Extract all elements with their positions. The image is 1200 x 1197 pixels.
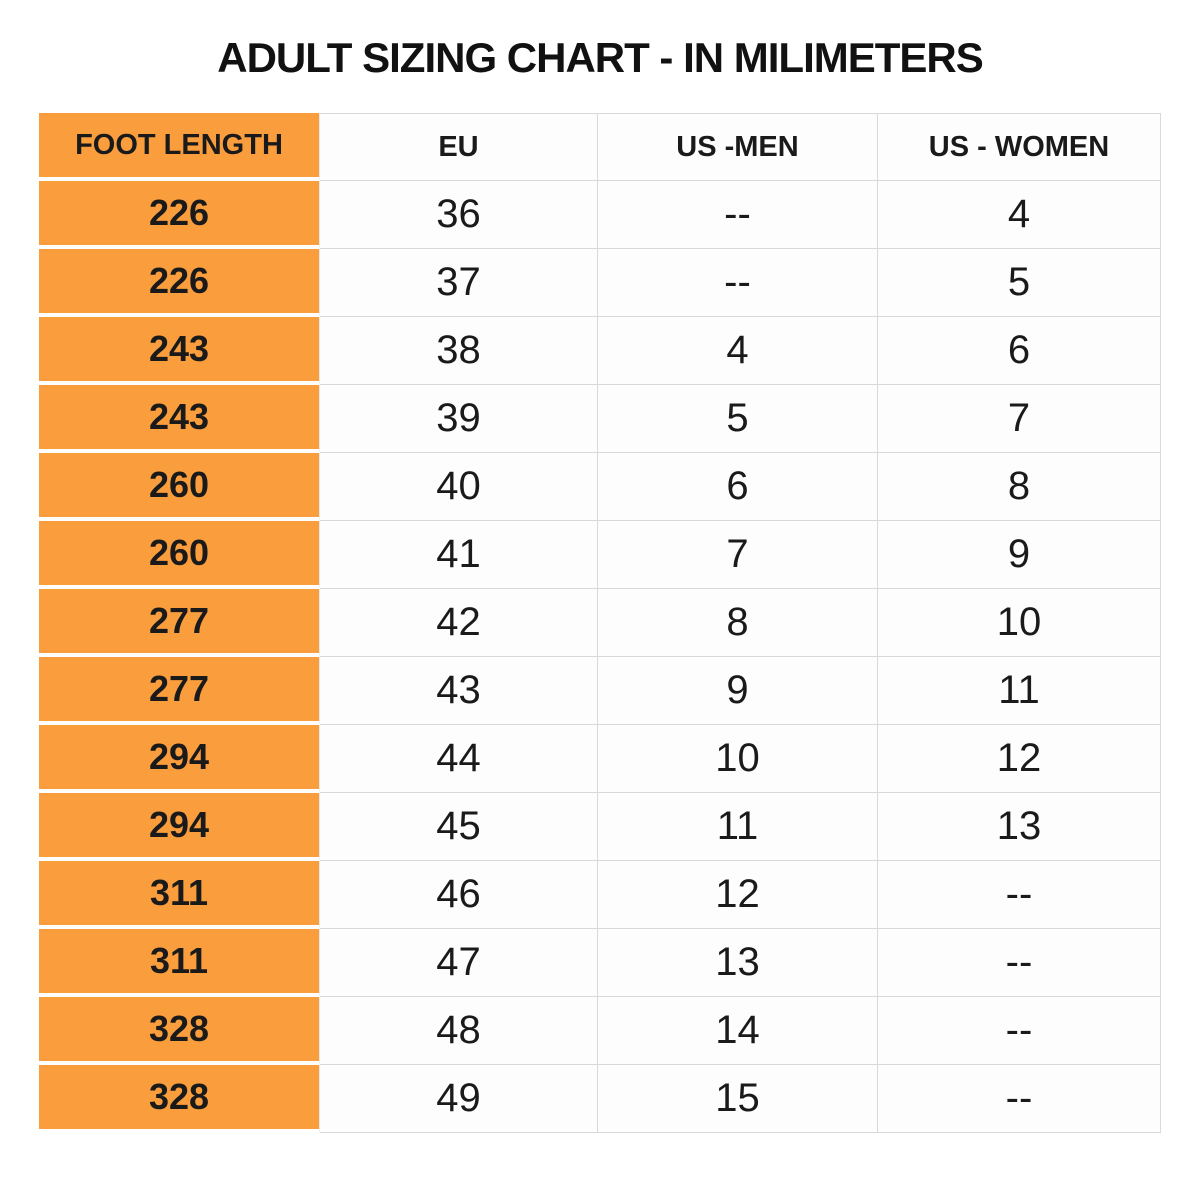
foot-length-cell: 260 bbox=[39, 453, 320, 521]
us-men-cell: 11 bbox=[598, 793, 878, 861]
us-men-cell: 14 bbox=[598, 997, 878, 1065]
eu-cell: 43 bbox=[320, 657, 598, 725]
us-women-cell: 11 bbox=[878, 657, 1161, 725]
us-women-cell: -- bbox=[878, 1065, 1161, 1133]
us-men-cell: 7 bbox=[598, 521, 878, 589]
us-women-cell: 10 bbox=[878, 589, 1161, 657]
foot-length-cell: 260 bbox=[39, 521, 320, 589]
us-men-cell: 13 bbox=[598, 929, 878, 997]
us-women-cell: 13 bbox=[878, 793, 1161, 861]
foot-length-cell: 243 bbox=[39, 317, 320, 385]
us-women-cell: -- bbox=[878, 861, 1161, 929]
table-row: 294 44 10 12 bbox=[39, 725, 1161, 793]
us-men-cell: 9 bbox=[598, 657, 878, 725]
table-row: 311 46 12 -- bbox=[39, 861, 1161, 929]
us-men-cell: 15 bbox=[598, 1065, 878, 1133]
eu-cell: 46 bbox=[320, 861, 598, 929]
us-men-cell: 4 bbox=[598, 317, 878, 385]
table-row: 243 38 4 6 bbox=[39, 317, 1161, 385]
table-row: 328 48 14 -- bbox=[39, 997, 1161, 1065]
table-row: 226 36 -- 4 bbox=[39, 181, 1161, 249]
foot-length-cell: 294 bbox=[39, 725, 320, 793]
header-row: FOOT LENGTH EU US -MEN US - WOMEN bbox=[39, 113, 1161, 181]
size-table-header: FOOT LENGTH EU US -MEN US - WOMEN bbox=[39, 113, 1161, 181]
foot-length-cell: 226 bbox=[39, 181, 320, 249]
us-men-cell: 6 bbox=[598, 453, 878, 521]
size-table-body: 226 36 -- 4 226 37 -- 5 243 38 4 6 243 39 5 7 260 40 6 8 260… bbox=[39, 181, 1161, 1133]
table-row: 294 45 11 13 bbox=[39, 793, 1161, 861]
eu-cell: 36 bbox=[320, 181, 598, 249]
table-row: 277 43 9 11 bbox=[39, 657, 1161, 725]
foot-length-cell: 311 bbox=[39, 861, 320, 929]
us-men-cell: 5 bbox=[598, 385, 878, 453]
eu-cell: 37 bbox=[320, 249, 598, 317]
eu-cell: 41 bbox=[320, 521, 598, 589]
foot-length-cell: 294 bbox=[39, 793, 320, 861]
header-eu: EU bbox=[320, 113, 598, 181]
us-women-cell: -- bbox=[878, 997, 1161, 1065]
eu-cell: 44 bbox=[320, 725, 598, 793]
eu-cell: 40 bbox=[320, 453, 598, 521]
foot-length-cell: 243 bbox=[39, 385, 320, 453]
eu-cell: 49 bbox=[320, 1065, 598, 1133]
table-row: 328 49 15 -- bbox=[39, 1065, 1161, 1133]
us-men-cell: -- bbox=[598, 181, 878, 249]
table-row: 243 39 5 7 bbox=[39, 385, 1161, 453]
size-table: FOOT LENGTH EU US -MEN US - WOMEN 226 36-… bbox=[39, 113, 1161, 1133]
eu-cell: 48 bbox=[320, 997, 598, 1065]
us-women-cell: 7 bbox=[878, 385, 1161, 453]
foot-length-cell: 328 bbox=[39, 997, 320, 1065]
table-row: 226 37 -- 5 bbox=[39, 249, 1161, 317]
table-row: 260 40 6 8 bbox=[39, 453, 1161, 521]
table-row: 260 41 7 9 bbox=[39, 521, 1161, 589]
us-men-cell: 12 bbox=[598, 861, 878, 929]
us-women-cell: -- bbox=[878, 929, 1161, 997]
foot-length-cell: 311 bbox=[39, 929, 320, 997]
foot-length-cell: 328 bbox=[39, 1065, 320, 1133]
us-men-cell: 8 bbox=[598, 589, 878, 657]
us-men-cell: -- bbox=[598, 249, 878, 317]
eu-cell: 47 bbox=[320, 929, 598, 997]
foot-length-cell: 277 bbox=[39, 589, 320, 657]
eu-cell: 42 bbox=[320, 589, 598, 657]
eu-cell: 45 bbox=[320, 793, 598, 861]
header-us-women: US - WOMEN bbox=[878, 113, 1161, 181]
foot-length-cell: 226 bbox=[39, 249, 320, 317]
foot-length-cell: 277 bbox=[39, 657, 320, 725]
eu-cell: 39 bbox=[320, 385, 598, 453]
eu-cell: 38 bbox=[320, 317, 598, 385]
table-row: 311 47 13 -- bbox=[39, 929, 1161, 997]
us-women-cell: 6 bbox=[878, 317, 1161, 385]
us-women-cell: 12 bbox=[878, 725, 1161, 793]
header-foot-length: FOOT LENGTH bbox=[39, 113, 320, 181]
us-women-cell: 5 bbox=[878, 249, 1161, 317]
table-row: 277 42 8 10 bbox=[39, 589, 1161, 657]
us-women-cell: 4 bbox=[878, 181, 1161, 249]
header-us-men: US -MEN bbox=[598, 113, 878, 181]
page-title: ADULT SIZING CHART - IN MILIMETERS bbox=[217, 34, 984, 81]
us-men-cell: 10 bbox=[598, 725, 878, 793]
us-women-cell: 8 bbox=[878, 453, 1161, 521]
us-women-cell: 9 bbox=[878, 521, 1161, 589]
